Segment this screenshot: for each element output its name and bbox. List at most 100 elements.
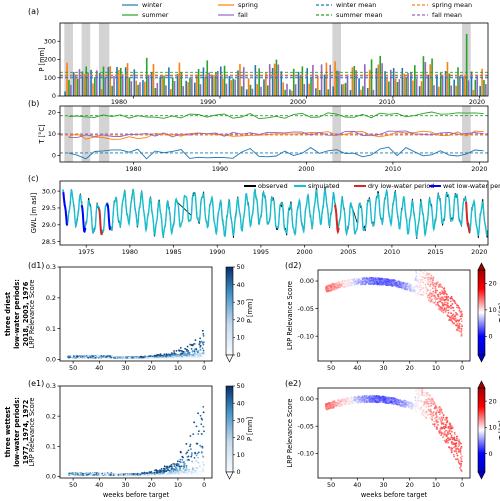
scatter-point <box>372 279 375 281</box>
scatter-point <box>434 301 437 303</box>
bar-summer <box>292 68 295 96</box>
scatter-point <box>202 411 205 414</box>
scatter-point <box>158 356 161 359</box>
y-tick-label: 0.2 <box>46 294 56 302</box>
bar-summer <box>68 80 70 96</box>
scatter-point <box>449 319 452 321</box>
scatter-point <box>423 394 425 396</box>
scatter-point <box>201 347 204 350</box>
scatter-point <box>446 302 449 304</box>
scatter-point <box>410 406 413 409</box>
scatter-point <box>202 335 205 337</box>
scatter-point <box>406 402 409 405</box>
scatter-point <box>456 319 458 322</box>
y-axis-label: LRP Relevance Score <box>286 399 294 468</box>
scatter-point <box>92 355 94 358</box>
scatter-point <box>112 474 115 476</box>
scatter-point <box>328 284 331 287</box>
scatter-point <box>458 319 460 322</box>
scatter-point <box>439 293 442 296</box>
scatter-point <box>411 288 413 290</box>
scatter-point <box>418 278 421 281</box>
panel-label: (a) <box>28 7 39 16</box>
scatter-point <box>179 470 182 472</box>
scatter-point <box>202 333 205 335</box>
year-label: 2010 <box>379 98 395 106</box>
scatter-point <box>203 464 205 466</box>
scatter-point <box>194 339 197 342</box>
scatter-point <box>444 291 447 293</box>
bar-fall <box>165 85 167 96</box>
scatter-point <box>447 311 450 314</box>
y-axis-label: LRP Relevance Score <box>28 280 36 349</box>
side-label: low-water periods: <box>13 397 21 467</box>
scatter-point <box>434 285 437 288</box>
scatter-point <box>434 289 437 292</box>
scatter-point <box>363 278 366 281</box>
scatter-point <box>185 443 188 445</box>
scatter-point <box>186 345 189 348</box>
y-tick-label: 200 <box>44 56 56 64</box>
colorbar-tick-label: 30 <box>237 298 245 306</box>
scatter-point <box>449 432 452 435</box>
scatter-point <box>191 452 193 454</box>
scatter-point <box>459 466 461 469</box>
scatter-point <box>436 298 439 300</box>
scatter-point <box>395 285 398 288</box>
scatter-point <box>202 467 205 470</box>
scatter-point <box>451 441 453 443</box>
scatter-point <box>194 451 197 454</box>
scatter-point <box>453 437 455 440</box>
scatter-point <box>382 399 385 402</box>
scatter-point <box>113 356 115 359</box>
scatter-point <box>129 356 132 359</box>
scatter-point <box>379 396 382 399</box>
scatter-point <box>68 356 71 359</box>
bar-summer <box>258 68 260 96</box>
scatter-point <box>461 455 463 458</box>
scatter-point <box>136 473 139 476</box>
scatter-point <box>363 401 366 404</box>
scatter-point <box>394 282 397 284</box>
bar-spring <box>195 74 198 96</box>
scatter-point <box>199 346 202 349</box>
scatter-point <box>153 356 156 358</box>
scatter-point <box>175 470 178 473</box>
bar-winter <box>194 82 196 96</box>
scatter-point <box>175 464 178 467</box>
scatter-point <box>440 421 443 423</box>
scatter-point <box>390 398 392 401</box>
scatter-point <box>373 396 376 398</box>
scatter-point <box>384 398 387 400</box>
bar-summer <box>439 72 442 96</box>
bar-winter <box>470 71 473 96</box>
scatter-point <box>450 434 453 437</box>
scatter-point <box>423 400 426 403</box>
colorbar <box>225 385 234 473</box>
scatter-point <box>195 460 198 462</box>
bar-fall <box>485 84 487 96</box>
scatter-point <box>428 297 431 299</box>
side-label: low-water periods: <box>13 279 21 349</box>
bar-spring <box>221 78 224 96</box>
scatter-point <box>143 472 145 475</box>
scatter-point <box>375 398 378 401</box>
x-tick-label: 40 <box>95 364 103 372</box>
scatter-point <box>398 403 401 406</box>
scatter-point <box>165 355 168 358</box>
scatter-point <box>453 455 455 458</box>
side-label: 1977, 1974, 1972 <box>22 399 30 464</box>
scatter-point <box>398 401 400 404</box>
scatter-point <box>456 313 458 316</box>
scatter-point <box>420 290 423 292</box>
bar-fall <box>355 70 357 96</box>
scatter-point <box>171 466 173 469</box>
scatter-point <box>107 356 109 359</box>
scatter-point <box>196 442 199 445</box>
scatter-point <box>439 291 441 294</box>
scatter-point <box>325 407 327 409</box>
scatter-point <box>199 348 202 351</box>
scatter-point <box>448 437 450 440</box>
shaded-period <box>64 23 73 96</box>
scatter-point <box>445 303 447 306</box>
